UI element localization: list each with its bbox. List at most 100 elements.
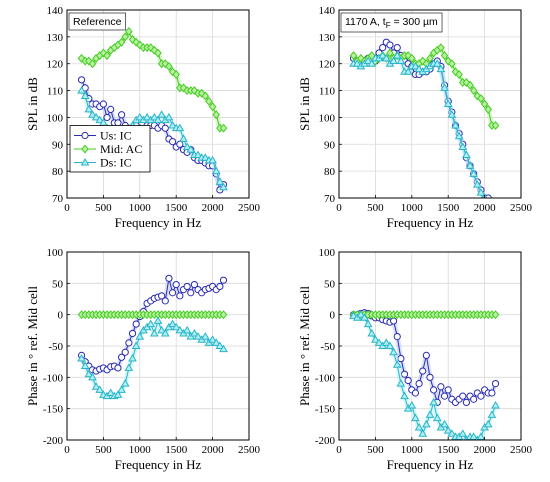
series-2-point [436,64,446,73]
series-2-point [200,332,210,340]
series-1-point [437,43,445,53]
series-2-point [120,379,130,387]
series-2-point [400,391,409,400]
x-tick-label: 0 [64,444,70,456]
annotation-text: 1170 A, tF = 300 µm [345,16,438,30]
y-tick-label: 100 [319,112,336,124]
series-2-point [157,110,167,118]
x-tick-label: 1500 [165,444,188,456]
series-1-point [477,94,485,104]
series-1-point [172,69,180,79]
series-1-point [404,51,412,61]
series-2-point [363,56,373,65]
series-2-point [440,83,449,91]
series-0-point [99,100,108,108]
annotation-text: Reference [73,16,122,28]
y-tick-label: 90 [52,139,64,151]
series-2-point [193,150,203,159]
series-2-point [200,153,210,161]
chart-panel-bottom-left: 0 500 1000 1500 2000 2500 -200 -150 -100 -50 0 50 10… [25,247,261,472]
x-tick-label: 1500 [437,202,460,214]
series-0-point [187,289,195,297]
series-0-point [488,389,496,397]
series-2-point [95,385,105,393]
series-0-point [158,292,166,300]
y-tick-label: 50 [324,278,336,290]
series-2-point [175,325,185,334]
series-0-point [118,353,126,361]
series-2-point [440,419,449,428]
series-2-point [462,150,471,159]
series-0-point [190,280,198,289]
series-2-point [135,332,145,340]
series-0-point [404,376,412,385]
series-0-point [393,333,401,341]
series-2-point [186,145,196,153]
annotation-box [340,12,443,33]
series-2-point [389,347,398,356]
series-2-point [211,166,221,175]
series-2-point [454,131,464,140]
series-2-point [80,91,90,99]
series-2-point [476,188,486,196]
series-2-point [171,322,181,331]
x-tick-label: 2000 [474,444,497,456]
series-2-point [465,161,475,169]
series-0-point [165,274,173,282]
series-2-point [421,419,431,428]
series-1-point [440,51,449,61]
series-2-point [381,53,391,62]
x-tick-label: 0 [64,202,70,214]
series-2-point [182,142,192,150]
legend-label: Mid: AC [100,142,142,156]
series-0-point [400,370,409,378]
series-1-point [165,61,173,71]
series-2-point [389,56,398,65]
y-tick-label: 130 [47,32,64,44]
x-tick-label: 1500 [437,444,460,456]
x-axis-title: Frequency in Hz [387,457,474,472]
series-2-point [374,338,384,346]
series-2-point [403,67,413,75]
series-2-point [458,429,468,437]
series-1-point [469,86,478,96]
series-0-point [379,44,387,52]
x-tick-label: 1000 [401,444,424,456]
series-0-point [176,292,184,300]
series-2-point [153,316,163,324]
series-1-point [480,99,489,109]
x-tick-label: 2000 [474,202,497,214]
series-2-point [432,413,442,422]
series-2-point [149,112,159,121]
x-tick-label: 2000 [202,202,225,214]
series-0-point [411,389,420,397]
y-tick-label: -150 [43,404,64,416]
y-tick-label: 120 [319,59,336,71]
series-2-point [469,169,479,177]
series-2-point [106,388,116,396]
series-0-point [397,354,405,363]
series-2-point [443,99,453,107]
series-2-point [153,115,163,124]
y-tick-label: -100 [43,372,64,384]
series-2-point [182,325,192,334]
series-0-point [121,348,129,356]
series-0-point [440,392,449,400]
series-1-point [219,123,228,133]
series-2-point [219,182,228,191]
series-2-point [432,59,442,67]
legend-marker [80,157,90,166]
series-2-point [84,104,94,113]
series-2-point [414,64,424,73]
y-tick-label: 140 [319,5,336,17]
series-2-point [215,177,225,185]
x-tick-label: 500 [95,202,112,214]
series-0-point [161,297,169,305]
series-2-point [392,51,402,59]
series-1-point [491,121,500,130]
series-1-point [205,96,213,106]
series-2-point [179,134,188,142]
series-2-point [190,328,199,337]
series-1-point [154,48,162,58]
